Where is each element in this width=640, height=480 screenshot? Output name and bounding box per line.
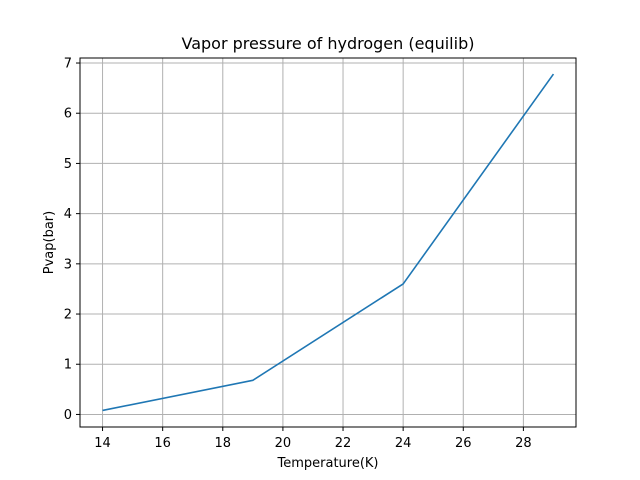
x-axis-label: Temperature(K) bbox=[276, 456, 378, 471]
y-tick-label: 4 bbox=[64, 207, 72, 222]
y-axis-label: Pvap(bar) bbox=[42, 211, 57, 274]
plot-frame bbox=[79, 57, 577, 428]
x-tick-label: 20 bbox=[275, 436, 292, 451]
chart-title: Vapor pressure of hydrogen (equilib) bbox=[182, 34, 475, 53]
x-tick-label: 26 bbox=[455, 436, 472, 451]
x-axis: 14 16 18 20 22 24 26 28 bbox=[94, 427, 532, 451]
x-tick-label: 18 bbox=[215, 436, 232, 451]
x-tick-label: 22 bbox=[335, 436, 352, 451]
series-line bbox=[102, 73, 555, 412]
x-tick-label: 24 bbox=[395, 436, 412, 451]
x-tick-label: 16 bbox=[154, 436, 171, 451]
y-tick-label: 7 bbox=[64, 57, 72, 72]
y-tick-label: 5 bbox=[64, 157, 72, 172]
series-group bbox=[102, 73, 555, 412]
y-tick-label: 1 bbox=[64, 358, 72, 373]
x-tick-label: 14 bbox=[94, 436, 111, 451]
y-tick-label: 6 bbox=[64, 107, 72, 122]
y-tick-label: 0 bbox=[64, 408, 72, 423]
y-tick-label: 3 bbox=[64, 257, 72, 272]
grid bbox=[80, 58, 576, 427]
y-tick-label: 2 bbox=[64, 308, 72, 323]
x-tick-label: 28 bbox=[515, 436, 532, 451]
y-axis: 0 1 2 3 4 5 6 7 bbox=[64, 57, 80, 423]
